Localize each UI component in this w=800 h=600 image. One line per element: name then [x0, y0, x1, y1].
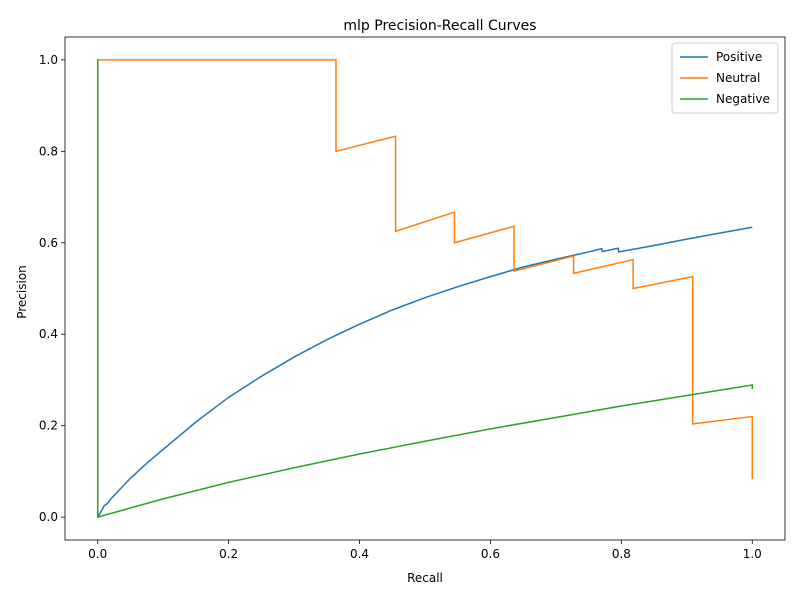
y-axis-label: Precision	[15, 265, 29, 319]
x-tick-label: 0.8	[612, 547, 631, 561]
x-tick-label: 0.0	[88, 547, 107, 561]
x-tick-label: 0.6	[481, 547, 500, 561]
y-tick-label: 1.0	[39, 53, 58, 67]
x-tick-label: 0.4	[350, 547, 369, 561]
x-tick-label: 1.0	[743, 547, 762, 561]
legend-label-neutral: Neutral	[716, 71, 760, 85]
y-tick-label: 0.6	[39, 236, 58, 250]
y-tick-label: 0.4	[39, 327, 58, 341]
x-tick-label: 0.2	[219, 547, 238, 561]
x-axis-label: Recall	[407, 571, 443, 585]
legend: Positive Neutral Negative	[672, 43, 778, 113]
chart-title: mlp Precision-Recall Curves	[343, 18, 536, 34]
y-tick-label: 0.0	[39, 510, 58, 524]
y-tick-label: 0.8	[39, 144, 58, 158]
y-tick-label: 0.2	[39, 419, 58, 433]
legend-label-negative: Negative	[716, 92, 770, 106]
legend-label-positive: Positive	[716, 50, 762, 64]
